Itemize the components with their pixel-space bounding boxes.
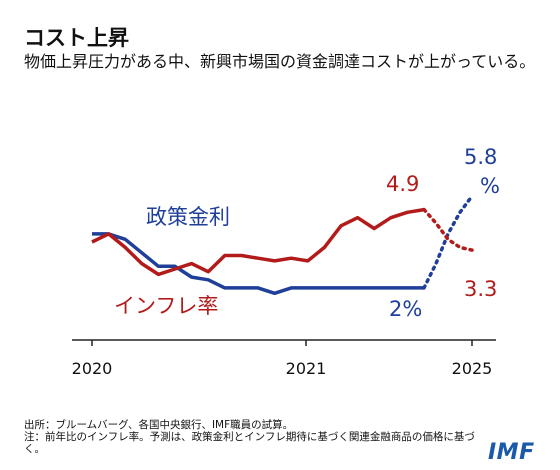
inflation-line bbox=[91, 207, 425, 277]
footer: 出所：ブルームバーグ、各国中央銀行、IMF職員の試算。 注：前年比のインフレ率。… bbox=[24, 419, 494, 455]
series-label-inflation: インフレ率 bbox=[114, 294, 218, 318]
x-tick-label-2025: 2025 bbox=[452, 359, 493, 378]
data-label-inflation-forecast: 3.3 bbox=[464, 277, 497, 301]
series-label-policy-rate: 政策金利 bbox=[146, 205, 230, 229]
x-tick-label-2020: 2020 bbox=[72, 359, 113, 378]
subtitle: 物価上昇圧力がある中、新興市場国の資金調達コストが上がっている。 bbox=[24, 52, 536, 71]
x-tick-label-2021: 2021 bbox=[286, 359, 327, 378]
imf-logo: IMF bbox=[488, 440, 535, 465]
data-label-policy-current: 2% bbox=[389, 297, 422, 321]
policy-rate-line bbox=[92, 232, 424, 296]
footnote: 注：前年比のインフレ率。予測は、政策金利とインフレ期待に基づく関連金融商品の価格… bbox=[24, 431, 475, 455]
data-label-policy-forecast-unit: % bbox=[480, 174, 500, 198]
data-label-policy-forecast: 5.8 bbox=[464, 145, 497, 169]
data-label-inflation-current: 4.9 bbox=[386, 172, 419, 196]
source-note: 出所：ブルームバーグ、各国中央銀行、IMF職員の試算。 bbox=[24, 419, 294, 431]
inflation-forecast-line bbox=[422, 207, 474, 252]
page-title: コスト上昇 bbox=[24, 26, 129, 50]
policy-rate-forecast-line bbox=[422, 194, 474, 290]
